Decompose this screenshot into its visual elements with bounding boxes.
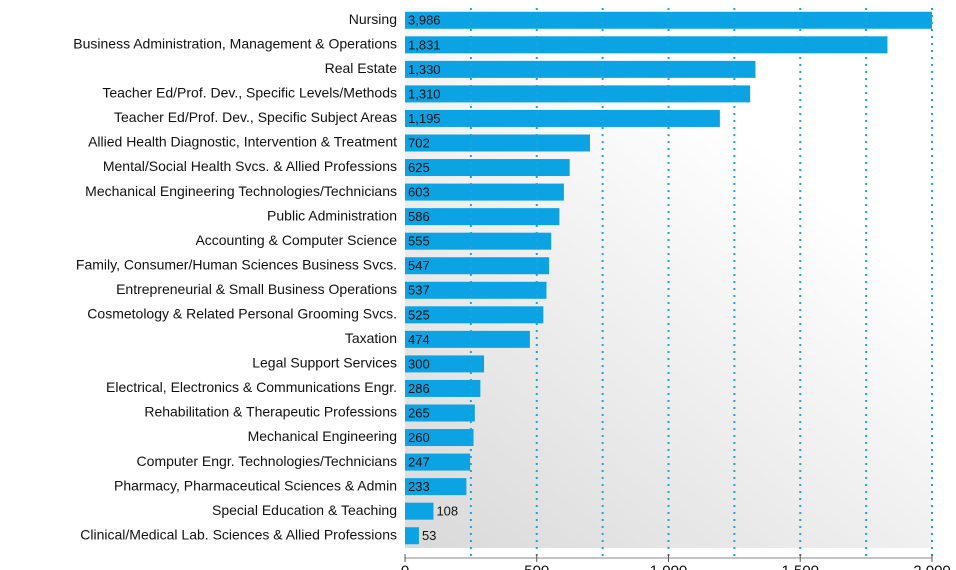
value-label: 702 bbox=[408, 135, 430, 150]
x-tick-label: 0 bbox=[401, 562, 409, 570]
y-tick-label: Computer Engr. Technologies/Technicians bbox=[137, 453, 397, 469]
bar bbox=[405, 527, 419, 545]
bar bbox=[405, 85, 751, 103]
y-tick-label: Allied Health Diagnostic, Intervention &… bbox=[88, 134, 397, 150]
bar bbox=[405, 232, 552, 250]
x-tick-label: 500 bbox=[524, 562, 549, 570]
value-label: 555 bbox=[408, 234, 430, 249]
value-label: 603 bbox=[408, 185, 430, 200]
bar bbox=[405, 257, 550, 275]
bar bbox=[405, 36, 888, 54]
y-tick-label: Pharmacy, Pharmaceutical Sciences & Admi… bbox=[114, 477, 397, 493]
y-tick-label: Teacher Ed/Prof. Dev., Specific Subject … bbox=[114, 109, 397, 125]
value-label: 1,831 bbox=[408, 37, 441, 52]
y-tick-label: Legal Support Services bbox=[252, 355, 397, 371]
y-tick-label: Rehabilitation & Therapeutic Professions bbox=[144, 404, 397, 420]
value-label: 547 bbox=[408, 258, 430, 273]
value-label: 1,330 bbox=[408, 62, 441, 77]
y-tick-label: Clinical/Medical Lab. Sciences & Allied … bbox=[80, 526, 397, 542]
bar bbox=[405, 281, 547, 299]
value-label: 525 bbox=[408, 307, 430, 322]
value-label: 53 bbox=[422, 528, 436, 543]
bar bbox=[405, 453, 471, 471]
bar bbox=[405, 159, 570, 177]
y-tick-label: Mechanical Engineering bbox=[248, 428, 397, 444]
bar bbox=[405, 109, 720, 127]
y-tick-label: Mental/Social Health Svcs. & Allied Prof… bbox=[103, 158, 397, 174]
y-tick-label: Public Administration bbox=[267, 207, 397, 223]
bar bbox=[405, 60, 756, 78]
value-label: 1,310 bbox=[408, 86, 441, 101]
bar bbox=[405, 330, 530, 348]
y-tick-label: Taxation bbox=[345, 330, 397, 346]
value-label: 3,986 bbox=[408, 13, 441, 28]
y-tick-label: Special Education & Teaching bbox=[212, 502, 397, 518]
value-label: 286 bbox=[408, 381, 430, 396]
bar bbox=[405, 306, 544, 324]
value-label: 247 bbox=[408, 455, 430, 470]
x-tick-label: 1.500 bbox=[781, 562, 819, 570]
bar bbox=[405, 183, 564, 201]
y-tick-label: Business Administration, Management & Op… bbox=[73, 36, 397, 52]
value-label: 625 bbox=[408, 160, 430, 175]
x-tick-label: 1.000 bbox=[650, 562, 688, 570]
y-tick-label: Teacher Ed/Prof. Dev., Specific Levels/M… bbox=[102, 85, 397, 101]
y-tick-label: Nursing bbox=[349, 11, 397, 27]
value-label: 260 bbox=[408, 430, 430, 445]
value-label: 586 bbox=[408, 209, 430, 224]
value-label: 474 bbox=[408, 332, 430, 347]
value-label: 108 bbox=[436, 504, 458, 519]
bars bbox=[405, 11, 932, 545]
value-label: 265 bbox=[408, 405, 430, 420]
y-tick-label: Real Estate bbox=[325, 60, 398, 76]
bar bbox=[405, 134, 590, 152]
bar bbox=[405, 478, 467, 496]
value-label: 300 bbox=[408, 356, 430, 371]
y-tick-label: Mechanical Engineering Technologies/Tech… bbox=[85, 183, 397, 199]
value-label: 233 bbox=[408, 479, 430, 494]
bar bbox=[405, 502, 434, 520]
bar bbox=[405, 11, 932, 29]
bar bbox=[405, 379, 481, 397]
bar bbox=[405, 355, 485, 373]
y-tick-label: Accounting & Computer Science bbox=[195, 232, 397, 248]
x-tick-label: 2.000 bbox=[913, 562, 951, 570]
bar bbox=[405, 208, 560, 226]
bar bbox=[405, 404, 475, 422]
y-tick-label: Electrical, Electronics & Communications… bbox=[106, 379, 397, 395]
bar bbox=[405, 429, 474, 447]
value-label: 537 bbox=[408, 283, 430, 298]
y-tick-label: Cosmetology & Related Personal Grooming … bbox=[87, 306, 397, 322]
value-label: 1,195 bbox=[408, 111, 441, 126]
y-tick-label: Entrepreneurial & Small Business Operati… bbox=[116, 281, 397, 297]
y-tick-label: Family, Consumer/Human Sciences Business… bbox=[76, 256, 397, 272]
